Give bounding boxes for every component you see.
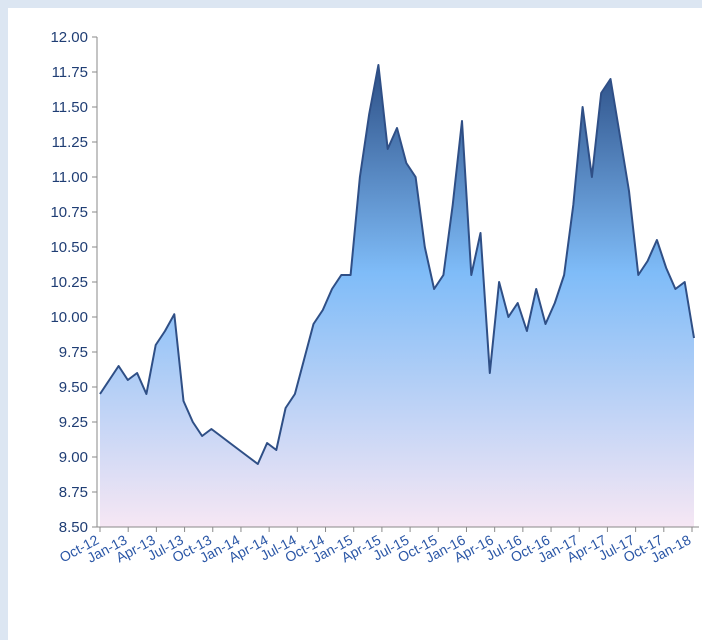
y-tick-label: 12.00 (50, 29, 88, 46)
y-tick-label: 11.50 (52, 99, 88, 116)
series-area (100, 65, 694, 527)
y-tick-label: 9.25 (59, 414, 88, 431)
y-tick-label: 10.25 (50, 274, 88, 291)
y-axis: 12.00 11.75 11.50 11.25 11.00 10.75 10.50 10.25… (50, 29, 98, 536)
y-tick-label: 11.75 (52, 64, 88, 81)
y-tick-label: 9.50 (59, 379, 88, 396)
y-tick-label: 11.00 (52, 169, 88, 186)
y-tick-label: 10.00 (50, 309, 88, 326)
y-tick-label: 10.50 (50, 239, 88, 256)
y-tick-label: 9.75 (59, 344, 88, 361)
y-tick-label: 10.75 (50, 204, 88, 221)
y-tick-label: 11.25 (52, 134, 88, 151)
plot-area (99, 64, 695, 527)
y-tick-label: 8.75 (59, 484, 88, 501)
series-line (99, 64, 695, 465)
y-tick-label: 9.00 (59, 449, 88, 466)
y-tick-label: 8.50 (59, 519, 88, 536)
x-axis: Oct-12Jan-13Apr-13Jul-13Oct-13Jan-14Apr-… (57, 526, 699, 566)
